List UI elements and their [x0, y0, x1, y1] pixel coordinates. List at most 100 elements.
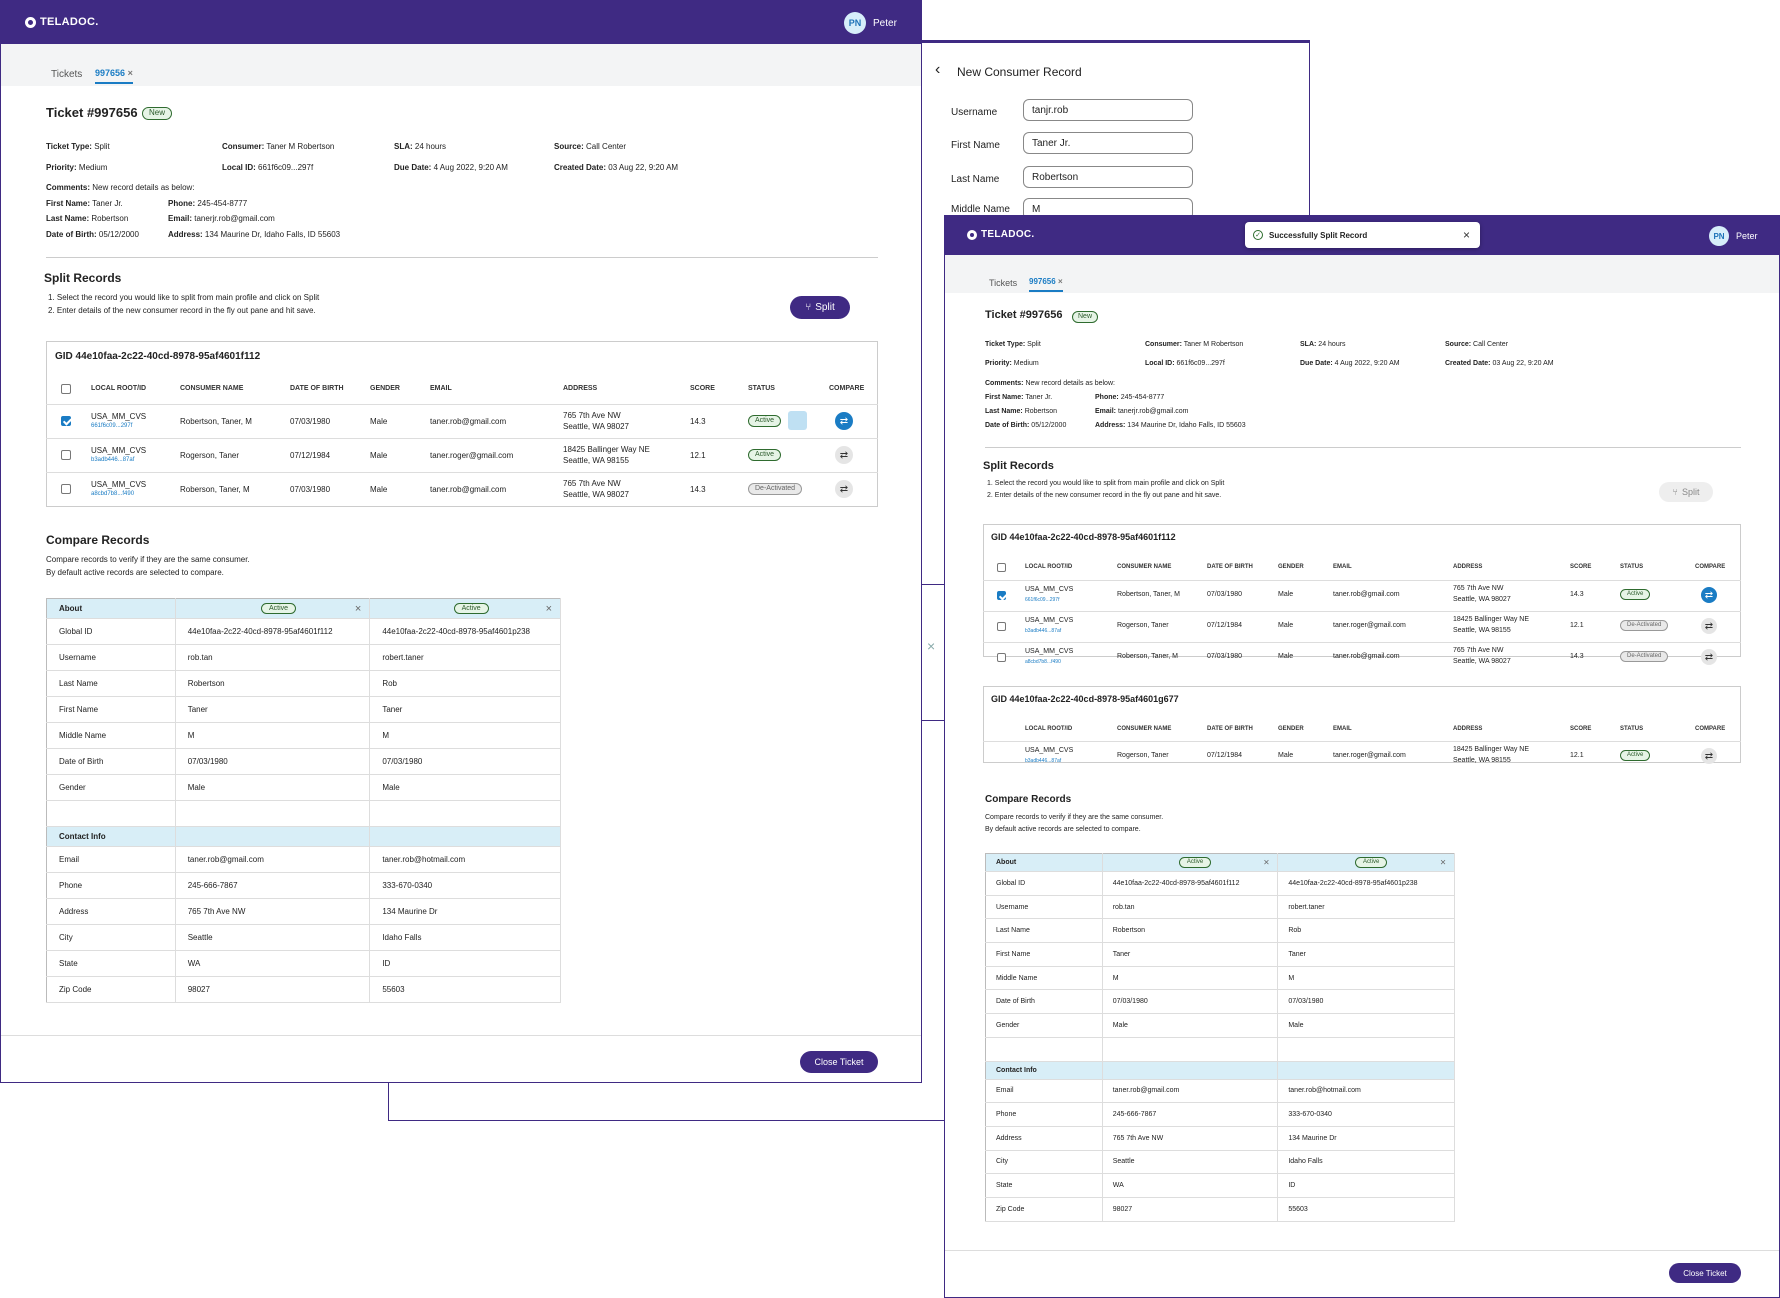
compare-row-cell: Username: [985, 895, 1103, 920]
last-name-input[interactable]: Robertson: [1023, 166, 1193, 188]
compare-row-cell: Last Name: [46, 670, 176, 697]
compare-records-title: Compare Records: [46, 533, 150, 547]
tab-ticket-997656[interactable]: 997656 ×: [95, 68, 133, 84]
user-menu[interactable]: PN Peter: [844, 12, 897, 34]
compare-row: Email taner.rob@gmail.com taner.rob@hotmai…: [46, 846, 561, 873]
person-icon[interactable]: [788, 411, 807, 430]
row-checkbox[interactable]: [61, 450, 71, 460]
address-line-1: 765 7th Ave NW: [1453, 585, 1504, 592]
username-input[interactable]: tanjr.rob: [1023, 99, 1193, 121]
compare-icon[interactable]: ⇄: [835, 480, 853, 498]
compare-icon[interactable]: ⇄: [1701, 748, 1717, 764]
user-menu[interactable]: PN Peter: [1709, 226, 1758, 246]
ticket-type: Ticket Type: Split: [46, 142, 110, 151]
score: 12.1: [690, 451, 706, 460]
ticket-email: Email: tanerjr.rob@gmail.com: [168, 214, 275, 223]
compare-icon[interactable]: ⇄: [835, 446, 853, 464]
ticket-comments: Comments: New record details as below:: [46, 183, 195, 192]
back-icon[interactable]: ‹: [935, 61, 941, 78]
split-icon: ⑂: [1672, 487, 1678, 497]
compare-row: City Seattle Idaho Falls: [46, 924, 561, 951]
row-checkbox[interactable]: [61, 484, 71, 494]
consumer-name: Rogerson, Taner: [1117, 752, 1169, 759]
split-records-title: Split Records: [44, 271, 122, 285]
column-header: ADDRESS: [1453, 564, 1483, 570]
compare-icon[interactable]: ⇄: [1701, 618, 1717, 634]
compare-row-cell: 07/03/1980: [175, 748, 371, 775]
compare-row-empty: [46, 800, 561, 827]
close-ticket-button[interactable]: Close Ticket: [800, 1051, 878, 1073]
close-icon[interactable]: ×: [1263, 857, 1270, 868]
compare-row-cell: Date of Birth: [46, 748, 176, 775]
row-checkbox[interactable]: [61, 416, 71, 426]
section-contact-info-cell: Contact Info: [46, 826, 176, 847]
close-icon[interactable]: ×: [1440, 857, 1446, 868]
close-icon[interactable]: ×: [927, 638, 936, 654]
column-header: CONSUMER NAME: [1117, 564, 1172, 570]
compare-row: Last Name Robertson Rob: [985, 918, 1455, 944]
row-checkbox[interactable]: [997, 621, 1006, 631]
compare-row-cell: Male: [1102, 1013, 1279, 1038]
compare-row-cell: State: [46, 950, 176, 977]
compare-icon[interactable]: ⇄: [835, 412, 853, 430]
column-header: SCORE: [1570, 726, 1592, 732]
close-ticket-button[interactable]: Close Ticket: [1669, 1263, 1741, 1283]
close-icon[interactable]: ×: [354, 602, 362, 615]
ticket-local-id: Local ID: 661f6c09...297f: [222, 163, 314, 172]
compare-row-cell: 134 Maurine Dr: [369, 898, 561, 925]
avatar: PN: [1709, 226, 1729, 246]
compare-row-cell: 245-666-7867: [175, 872, 371, 899]
column-header: STATUS: [748, 385, 775, 392]
compare-table: About Active × Active × Global ID 44e10faa-2c2…: [46, 598, 561, 1003]
record-sub-id[interactable]: b3adb446...87af: [1025, 758, 1062, 764]
select-all-checkbox[interactable]: [997, 563, 1006, 572]
select-all-checkbox[interactable]: [61, 384, 71, 394]
page-title: Ticket #997656: [985, 309, 1063, 321]
close-tab-icon[interactable]: ×: [1057, 277, 1063, 286]
record-sub-id[interactable]: a8cbd7b8...f490: [91, 491, 135, 497]
record-sub-id[interactable]: b3adb446...87af: [1025, 628, 1062, 634]
row-checkbox[interactable]: [997, 590, 1006, 600]
first-name-input[interactable]: Taner Jr.: [1023, 132, 1193, 154]
compare-icon[interactable]: ⇄: [1701, 649, 1717, 665]
date-of-birth: 07/12/1984: [1207, 752, 1243, 759]
tab-ticket-997656[interactable]: 997656 ×: [1029, 277, 1063, 292]
form-title: New Consumer Record: [957, 65, 1082, 79]
compare-row-cell: 134 Maurine Dr: [1277, 1126, 1455, 1151]
status-badge: De-Activated: [748, 483, 803, 495]
record-id: USA_MM_CVS: [91, 412, 147, 421]
tab-tickets[interactable]: Tickets: [51, 69, 83, 80]
close-icon[interactable]: ×: [545, 602, 552, 615]
status-badge: Active: [1355, 857, 1388, 868]
compare-row-cell: robert.taner: [369, 644, 561, 671]
section-contact-info-cell: [1102, 1061, 1279, 1080]
compare-row-cell: WA: [175, 950, 371, 977]
close-tab-icon[interactable]: ×: [127, 68, 133, 78]
column-header: EMAIL: [1333, 726, 1352, 732]
email: taner.rob@gmail.com: [1333, 591, 1400, 598]
tab-tickets[interactable]: Tickets: [989, 278, 1018, 288]
compare-row-cell: Phone: [985, 1102, 1103, 1127]
gid-group-1: [983, 524, 1741, 657]
record-sub-id[interactable]: 661f6c09...297f: [91, 423, 133, 429]
first-name-label: First Name: [951, 140, 1000, 151]
split-button[interactable]: ⑂ Split: [790, 296, 850, 319]
compare-row-cell: taner.rob@gmail.com: [175, 846, 371, 873]
ticket-consumer: Consumer: Taner M Robertson: [1145, 341, 1244, 348]
gid-group-2: [983, 686, 1741, 763]
compare-row-cell: Gender: [985, 1013, 1103, 1038]
compare-row: First Name Taner Taner: [46, 696, 561, 723]
compare-row-cell: 55603: [369, 976, 561, 1003]
row-checkbox[interactable]: [997, 652, 1006, 662]
compare-icon[interactable]: ⇄: [1701, 587, 1717, 603]
split-button[interactable]: ⑂ Split: [1659, 482, 1713, 502]
record-sub-id[interactable]: 661f6c09...297f: [1025, 597, 1060, 603]
ticket-due-date: Due Date: 4 Aug 2022, 9:20 AM: [1300, 360, 1400, 367]
compare-row-cell: Zip Code: [46, 976, 176, 1003]
toast-message: Successfully Split Record: [1269, 230, 1368, 240]
gender: Male: [1278, 591, 1294, 598]
record-sub-id[interactable]: a8cbd7b8...f490: [1025, 659, 1061, 665]
record-sub-id[interactable]: b3adb446...87af: [91, 457, 135, 463]
compare-row-cell: Robertson: [1102, 918, 1279, 944]
close-icon[interactable]: ×: [1462, 228, 1470, 242]
